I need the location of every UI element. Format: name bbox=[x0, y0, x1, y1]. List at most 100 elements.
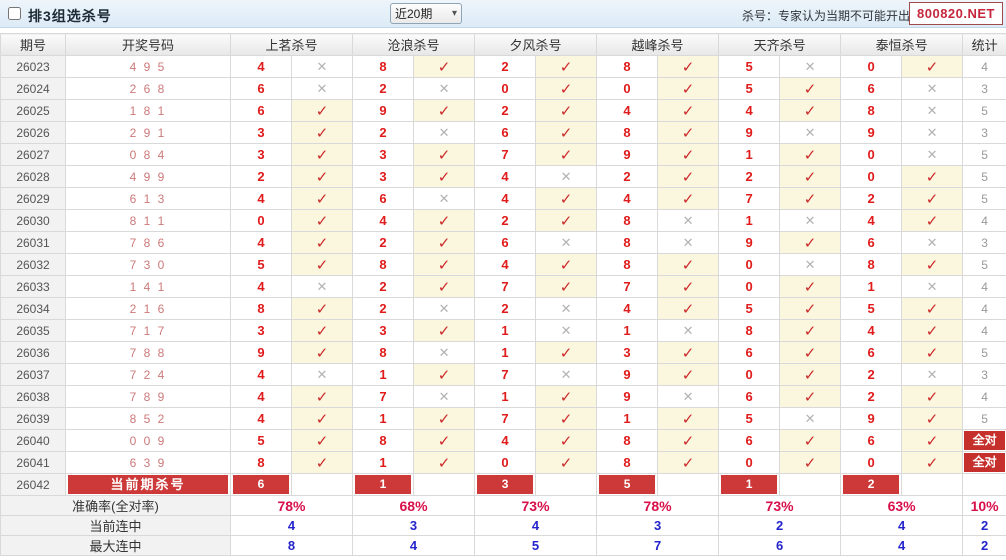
kill-number: 8 bbox=[352, 341, 415, 364]
summary-label: 最大连中 bbox=[0, 535, 231, 556]
kill-number: 7 bbox=[596, 275, 659, 298]
table-row: 26037 7 2 4 4 ✕ 1 ✓ 7 ✕ 9 ✓ 0 ✓ 2 ✕ 3 bbox=[0, 363, 1006, 386]
check-icon: ✓ bbox=[290, 231, 354, 254]
kill-number: 5 bbox=[718, 407, 781, 430]
check-icon: ✓ bbox=[901, 55, 964, 78]
check-icon: ✓ bbox=[779, 363, 842, 386]
kill-number: 6 bbox=[474, 231, 537, 254]
table-row: 26027 0 8 4 3 ✓ 3 ✓ 7 ✓ 9 ✓ 1 ✓ 0 ✕ 5 bbox=[0, 143, 1006, 166]
kill-number: 2 bbox=[474, 297, 537, 320]
check-icon: ✓ bbox=[413, 407, 476, 430]
check-icon: ✓ bbox=[290, 319, 354, 342]
period-cell: 26040 bbox=[0, 429, 66, 452]
kill-number: 4 bbox=[474, 429, 537, 452]
kill-number: 0 bbox=[474, 451, 537, 474]
cross-icon: ✕ bbox=[779, 121, 842, 144]
period-range-select[interactable]: 近20期 ▾ bbox=[390, 3, 462, 24]
kill-number: 7 bbox=[474, 363, 537, 386]
cross-icon: ✕ bbox=[413, 297, 476, 320]
cross-icon: ✕ bbox=[901, 363, 964, 386]
check-icon: ✓ bbox=[779, 275, 842, 298]
check-icon: ✓ bbox=[779, 429, 842, 452]
all-correct-badge: 全对 bbox=[964, 431, 1006, 450]
kill-number: 9 bbox=[840, 121, 903, 144]
check-icon: ✓ bbox=[901, 451, 964, 474]
current-kill-cell: 6 bbox=[230, 473, 292, 496]
kill-number: 2 bbox=[352, 275, 415, 298]
cross-icon: ✕ bbox=[657, 319, 720, 342]
draw-numbers: 2 9 1 bbox=[65, 121, 231, 144]
check-icon: ✓ bbox=[535, 253, 598, 276]
draw-numbers: 0 0 9 bbox=[65, 429, 231, 452]
table-row: 26034 2 1 6 8 ✓ 2 ✕ 2 ✕ 4 ✓ 5 ✓ 5 ✓ 4 bbox=[0, 297, 1006, 320]
check-icon: ✓ bbox=[535, 99, 598, 122]
period-cell: 26039 bbox=[0, 407, 66, 430]
kill-number: 6 bbox=[840, 429, 903, 452]
summary-value: 78% bbox=[229, 495, 354, 516]
summary-label: 准确率(全对率) bbox=[0, 495, 231, 516]
watermark-badge: 800820.NET bbox=[909, 2, 1003, 25]
check-icon: ✓ bbox=[413, 165, 476, 188]
summary-value: 68% bbox=[352, 495, 476, 516]
kill-number: 5 bbox=[230, 429, 292, 452]
kill-number: 2 bbox=[352, 297, 415, 320]
kill-number: 8 bbox=[596, 231, 659, 254]
kill-number: 1 bbox=[596, 319, 659, 342]
check-icon: ✓ bbox=[779, 187, 842, 210]
draw-numbers: 2 1 6 bbox=[65, 297, 231, 320]
kill-number: 1 bbox=[474, 341, 537, 364]
draw-numbers: 7 1 7 bbox=[65, 319, 231, 342]
draw-numbers: 8 5 2 bbox=[65, 407, 231, 430]
col-draw-numbers: 开奖号码 bbox=[65, 33, 231, 56]
check-icon: ✓ bbox=[535, 121, 598, 144]
check-icon: ✓ bbox=[657, 165, 720, 188]
summary-value: 73% bbox=[474, 495, 598, 516]
check-icon: ✓ bbox=[535, 55, 598, 78]
check-icon: ✓ bbox=[657, 121, 720, 144]
check-icon: ✓ bbox=[290, 429, 354, 452]
summary-total: 2 bbox=[962, 515, 1006, 536]
check-icon: ✓ bbox=[535, 143, 598, 166]
summary-label: 当前连中 bbox=[0, 515, 231, 536]
kill-number: 2 bbox=[230, 165, 292, 188]
kill-number: 1 bbox=[352, 363, 415, 386]
period-cell: 26028 bbox=[0, 165, 66, 188]
kill-number: 3 bbox=[352, 143, 415, 166]
period-cell: 26026 bbox=[0, 121, 66, 144]
cross-icon: ✕ bbox=[779, 209, 842, 232]
check-icon: ✓ bbox=[413, 429, 476, 452]
stat-cell: 3 bbox=[962, 363, 1006, 386]
kill-number: 8 bbox=[596, 429, 659, 452]
cross-icon: ✕ bbox=[290, 55, 354, 78]
period-range-value: 近20期 bbox=[395, 7, 433, 21]
check-icon: ✓ bbox=[413, 209, 476, 232]
col-stats: 统计 bbox=[962, 33, 1006, 56]
cross-icon: ✕ bbox=[413, 187, 476, 210]
check-icon: ✓ bbox=[779, 341, 842, 364]
stat-cell: 5 bbox=[962, 253, 1006, 276]
cross-icon: ✕ bbox=[901, 77, 964, 100]
check-icon: ✓ bbox=[657, 297, 720, 320]
cross-icon: ✕ bbox=[535, 297, 598, 320]
kill-number: 8 bbox=[840, 99, 903, 122]
title-checkbox[interactable] bbox=[8, 7, 21, 20]
draw-numbers: 7 2 4 bbox=[65, 363, 231, 386]
cross-icon: ✕ bbox=[413, 77, 476, 100]
table-row: 26035 7 1 7 3 ✓ 3 ✓ 1 ✕ 1 ✕ 8 ✓ 4 ✓ 4 bbox=[0, 319, 1006, 342]
kill-number: 8 bbox=[596, 55, 659, 78]
check-icon: ✓ bbox=[535, 341, 598, 364]
kill-number: 4 bbox=[596, 297, 659, 320]
period-cell: 26035 bbox=[0, 319, 66, 342]
cross-icon: ✕ bbox=[535, 363, 598, 386]
stat-cell: 5 bbox=[962, 143, 1006, 166]
kill-number: 6 bbox=[840, 77, 903, 100]
kill-number: 4 bbox=[840, 319, 903, 342]
kill-number: 4 bbox=[230, 407, 292, 430]
current-kill-cell: 1 bbox=[352, 473, 415, 496]
kill-number: 4 bbox=[230, 55, 292, 78]
current-kill-number: 3 bbox=[477, 475, 534, 494]
kill-number: 4 bbox=[230, 231, 292, 254]
current-kill-cell: 3 bbox=[474, 473, 537, 496]
kill-number: 5 bbox=[230, 253, 292, 276]
stat-cell: 4 bbox=[962, 275, 1006, 298]
